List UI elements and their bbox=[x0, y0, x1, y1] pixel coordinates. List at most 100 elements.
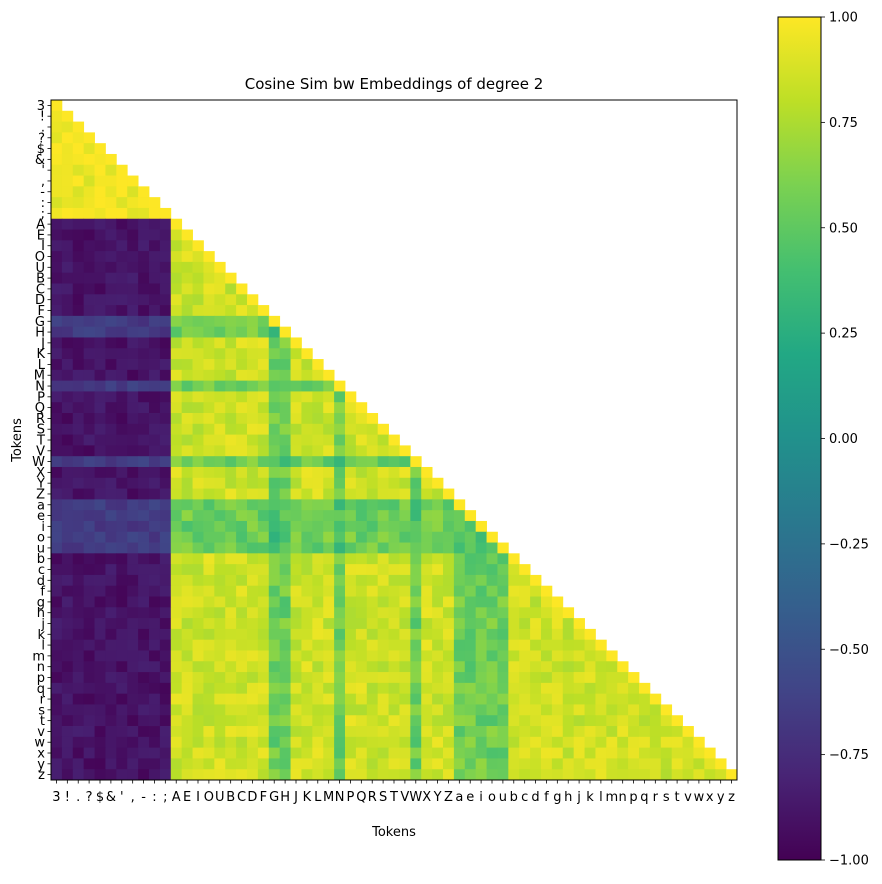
heatmap-cell bbox=[94, 607, 106, 619]
heatmap-cell bbox=[649, 704, 662, 716]
heatmap-cell bbox=[475, 672, 487, 684]
heatmap-cell bbox=[105, 153, 117, 166]
heatmap-cell bbox=[628, 758, 640, 770]
heatmap-cell bbox=[61, 510, 74, 522]
x-tick-label: B bbox=[226, 790, 235, 805]
heatmap-cell bbox=[508, 618, 520, 630]
heatmap-cell bbox=[334, 564, 346, 576]
x-tick-label: d bbox=[531, 790, 539, 805]
heatmap-cell bbox=[51, 693, 63, 705]
heatmap-cell bbox=[236, 639, 248, 651]
y-tick-label: L bbox=[38, 358, 46, 373]
heatmap-cell bbox=[551, 693, 564, 705]
heatmap-cell bbox=[170, 628, 183, 641]
x-tick-label: I bbox=[196, 790, 200, 805]
x-tick-label: E bbox=[183, 790, 191, 805]
heatmap-cell bbox=[475, 542, 487, 554]
heatmap-cell bbox=[181, 477, 193, 489]
heatmap-cell bbox=[203, 391, 215, 403]
y-tick-label: : bbox=[41, 196, 45, 211]
heatmap-cell bbox=[61, 477, 74, 489]
heatmap-cell bbox=[247, 639, 259, 651]
heatmap-cell bbox=[116, 628, 128, 641]
heatmap-cell bbox=[72, 758, 85, 770]
heatmap-cell bbox=[562, 650, 575, 662]
heatmap-cell bbox=[551, 682, 564, 695]
heatmap-cell bbox=[453, 661, 466, 673]
heatmap-cell bbox=[247, 693, 259, 705]
heatmap-cell bbox=[127, 175, 139, 187]
heatmap-cell bbox=[388, 618, 400, 630]
heatmap-cell bbox=[562, 639, 575, 651]
heatmap-cell bbox=[159, 769, 172, 781]
heatmap-cell bbox=[443, 564, 455, 576]
heatmap-cell bbox=[105, 305, 117, 317]
heatmap-cell bbox=[138, 682, 150, 695]
x-tick-label: r bbox=[653, 790, 659, 805]
heatmap-cell bbox=[181, 618, 193, 630]
heatmap-cell bbox=[410, 726, 422, 738]
heatmap-cell bbox=[61, 520, 74, 533]
heatmap-cell bbox=[83, 531, 95, 543]
heatmap-cell bbox=[72, 499, 85, 511]
heatmap-cell bbox=[410, 499, 422, 511]
heatmap-cell bbox=[138, 661, 150, 673]
heatmap-cell bbox=[301, 618, 313, 630]
heatmap-cell bbox=[301, 769, 313, 781]
heatmap-cell bbox=[116, 585, 128, 597]
heatmap-cell bbox=[334, 445, 346, 457]
heatmap-cell bbox=[116, 553, 128, 565]
heatmap-cell bbox=[127, 488, 139, 500]
heatmap-cell bbox=[443, 715, 455, 727]
heatmap-cell bbox=[116, 715, 128, 727]
heatmap-cell bbox=[203, 769, 215, 781]
heatmap-cell bbox=[334, 542, 346, 554]
heatmap-cell bbox=[94, 477, 106, 489]
heatmap-cell bbox=[214, 315, 226, 328]
heatmap-cell bbox=[345, 564, 357, 576]
heatmap-cell bbox=[105, 413, 117, 425]
x-tick-label: R bbox=[368, 790, 377, 805]
x-tick-label: ; bbox=[163, 790, 167, 805]
heatmap-cell bbox=[453, 585, 466, 597]
heatmap-cell bbox=[366, 531, 379, 543]
colorbar-ticks: 1.000.750.500.250.00−0.25−0.50−0.75−1.00 bbox=[821, 11, 869, 869]
heatmap-cell bbox=[443, 661, 455, 673]
heatmap-cell bbox=[519, 726, 531, 738]
x-tick-label: F bbox=[260, 790, 267, 805]
heatmap-cell bbox=[94, 251, 106, 263]
heatmap-cell bbox=[551, 639, 564, 651]
heatmap-cell bbox=[464, 661, 477, 673]
heatmap-cell bbox=[345, 585, 357, 597]
y-tick-label: g bbox=[37, 595, 45, 610]
heatmap-cell bbox=[61, 175, 74, 187]
heatmap-cell bbox=[192, 574, 204, 587]
heatmap-cell bbox=[83, 488, 95, 500]
heatmap-cell bbox=[432, 736, 444, 749]
heatmap-cell bbox=[94, 672, 106, 684]
heatmap-cell bbox=[225, 661, 237, 673]
heatmap-cell bbox=[159, 564, 172, 576]
heatmap-cell bbox=[192, 359, 204, 371]
heatmap-cell bbox=[159, 510, 172, 522]
heatmap-cell bbox=[170, 423, 183, 435]
heatmap-cell bbox=[138, 186, 150, 198]
heatmap-cell bbox=[334, 466, 346, 479]
heatmap-cell bbox=[573, 682, 585, 695]
x-tick-label: Y bbox=[433, 790, 442, 805]
heatmap-cell bbox=[170, 477, 183, 489]
heatmap-cell bbox=[290, 445, 302, 457]
heatmap-cell bbox=[127, 553, 139, 565]
heatmap-cell bbox=[181, 240, 193, 252]
heatmap-cell bbox=[355, 726, 368, 738]
heatmap-cell bbox=[236, 682, 248, 695]
heatmap-cell bbox=[170, 704, 183, 716]
heatmap-cell bbox=[127, 704, 139, 716]
heatmap-cell bbox=[660, 715, 673, 727]
heatmap-cell bbox=[388, 672, 400, 684]
heatmap-cell bbox=[443, 704, 455, 716]
heatmap-cell bbox=[421, 553, 433, 565]
heatmap-cell bbox=[301, 369, 313, 382]
heatmap-cell bbox=[83, 218, 95, 230]
heatmap-cell bbox=[551, 715, 564, 727]
